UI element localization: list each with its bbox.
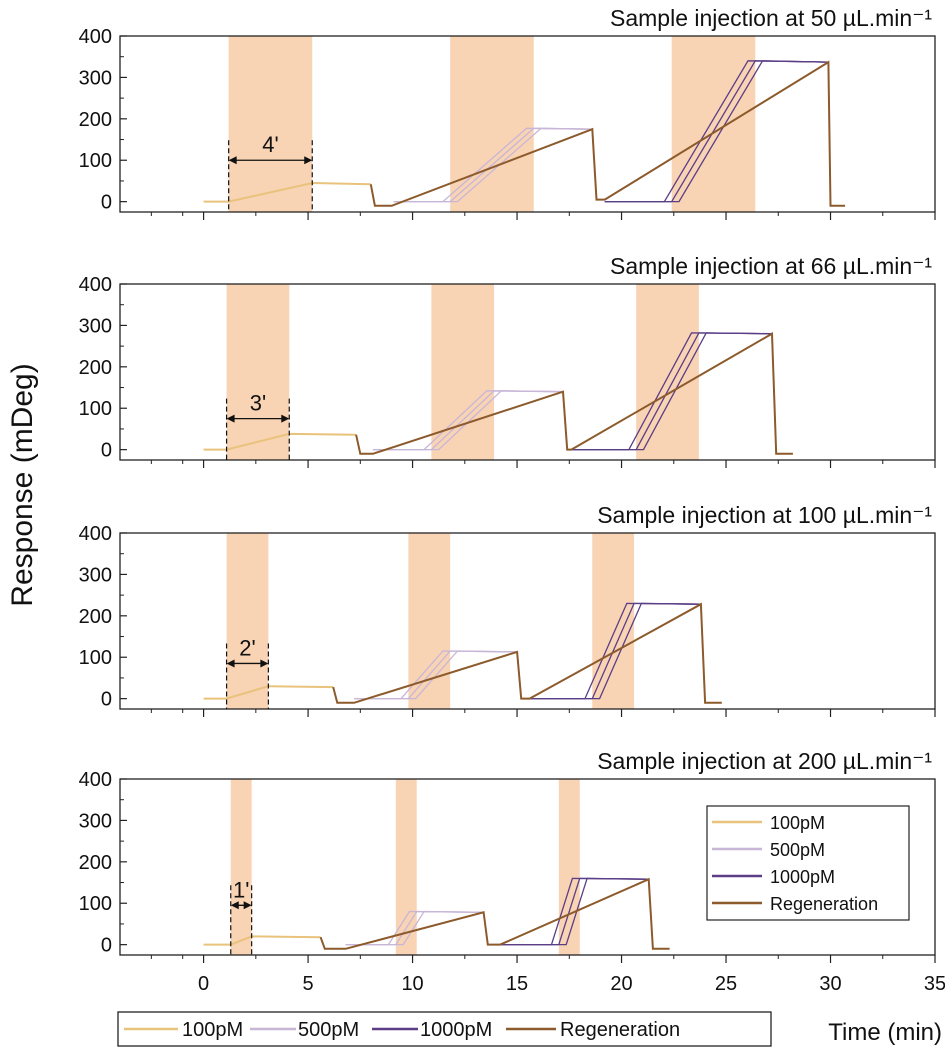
injection-window-3 [636, 284, 699, 460]
bottom-legend-label-regeneration: Regeneration [560, 1019, 680, 1041]
bracket-arrowhead-left [226, 659, 235, 668]
series-100pm-line [203, 181, 371, 203]
panel-title: Sample injection at 100 µL.min⁻¹ [597, 502, 932, 528]
injection-window-1 [230, 779, 252, 955]
x-tick-label: 5 [303, 973, 314, 995]
series-100pm-line [203, 685, 334, 700]
panel-2: 0 100 200 300 400 Sample injection at 66 µL.m… [79, 253, 936, 468]
injection-window-3 [558, 779, 580, 955]
x-tick-label: 35 [924, 973, 945, 995]
bottom-legend-frame [117, 1011, 772, 1047]
y-tick-label: 200 [79, 606, 112, 628]
y-tick-label: 300 [79, 67, 112, 89]
series-regeneration-line [332, 602, 722, 704]
series-regeneration-line [355, 332, 793, 455]
y-tick-label: 100 [79, 647, 112, 669]
series-100pm-line [203, 935, 321, 946]
inset-legend: 100pM 500pM 1000pM Regeneration [706, 805, 910, 921]
panel-1: 0 100 200 300 400 Sample injection at 50 µL.m… [79, 5, 936, 220]
y-tick-label: 200 [79, 357, 112, 379]
y-tick-label: 300 [79, 564, 112, 586]
bracket-arrowhead-left [226, 414, 235, 423]
series-1000pm-line-3 [529, 602, 701, 700]
y-tick-label: 100 [79, 150, 112, 172]
y-tick-label: 0 [101, 192, 112, 214]
bracket-arrowhead-right [260, 659, 269, 668]
y-tick-label: 100 [79, 398, 112, 420]
panel-title: Sample injection at 50 µL.min⁻¹ [610, 5, 932, 31]
panel-4: 0 100 200 300 400 0 5 10 15 20 25 30 35 Sample inject… [79, 748, 945, 995]
plot-frame [119, 283, 936, 461]
y-tick-label: 400 [79, 274, 112, 296]
injection-window-2 [450, 36, 534, 212]
y-axis-label: Response (mDeg) [6, 363, 39, 606]
series-1000pm-line-3 [604, 60, 829, 203]
injection-window-3 [592, 533, 635, 709]
bottom-legend: 100pM 500pM 1000pM Regeneration [117, 1011, 772, 1047]
injection-window-1 [226, 284, 290, 460]
bracket-arrowhead-left [230, 901, 239, 910]
bracket-arrowhead-right [243, 901, 252, 910]
x-axis-label: Time (min) [828, 1019, 942, 1046]
x-tick-label: 30 [819, 973, 841, 995]
panel-title: Sample injection at 66 µL.min⁻¹ [610, 253, 932, 279]
x-tick-label: 10 [401, 973, 423, 995]
plot-frame [119, 532, 936, 710]
y-tick-label: 100 [79, 893, 112, 915]
series-500pm-line-3 [345, 910, 484, 946]
y-tick-label: 400 [79, 769, 112, 791]
injection-window-3 [671, 36, 756, 212]
bracket-label: 2' [239, 635, 255, 660]
inset-legend-label-1000pM: 1000pM [770, 867, 835, 887]
panel-title: Sample injection at 200 µL.min⁻¹ [597, 748, 932, 774]
bottom-legend-label-500pM: 500pM [298, 1019, 359, 1041]
plot-frame [119, 778, 936, 956]
x-tick-label: 15 [506, 973, 528, 995]
y-tick-label: 0 [101, 935, 112, 957]
series-regeneration-line [369, 60, 846, 207]
series-regeneration-line [319, 877, 670, 950]
y-tick-label: 300 [79, 315, 112, 337]
y-tick-label: 300 [79, 810, 112, 832]
bracket-arrowhead-right [281, 414, 290, 423]
injection-window-1 [228, 36, 313, 212]
x-tick-label: 20 [610, 973, 632, 995]
inset-legend-frame [706, 805, 910, 921]
inset-legend-label-regeneration: Regeneration [770, 894, 878, 914]
panel-3: 0 100 200 300 400 Sample injection at 100 µL.… [79, 502, 936, 717]
y-tick-label: 200 [79, 852, 112, 874]
bracket-label: 1' [233, 877, 249, 902]
bracket-arrowhead-right [304, 156, 313, 165]
y-tick-label: 0 [101, 440, 112, 462]
y-tick-label: 400 [79, 26, 112, 48]
series-100pm-line [203, 432, 357, 451]
injection-window-1 [226, 533, 269, 709]
plot-frame [119, 35, 936, 213]
x-tick-label: 25 [715, 973, 737, 995]
inset-legend-label-100pM: 100pM [770, 813, 825, 833]
bracket-label: 3' [250, 391, 266, 416]
series-500pm-line-3 [354, 650, 518, 700]
y-tick-label: 0 [101, 689, 112, 711]
y-tick-label: 400 [79, 523, 112, 545]
series-500pm-line-3 [372, 390, 564, 451]
bottom-legend-label-1000pM: 1000pM [420, 1019, 492, 1041]
bracket-arrowhead-left [228, 156, 237, 165]
series-1000pm-line-3 [571, 332, 773, 451]
y-tick-label: 200 [79, 109, 112, 131]
bracket-label: 4' [262, 132, 278, 157]
x-tick-label: 0 [198, 973, 209, 995]
inset-legend-label-500pM: 500pM [770, 840, 825, 860]
bottom-legend-label-100pM: 100pM [182, 1019, 243, 1041]
